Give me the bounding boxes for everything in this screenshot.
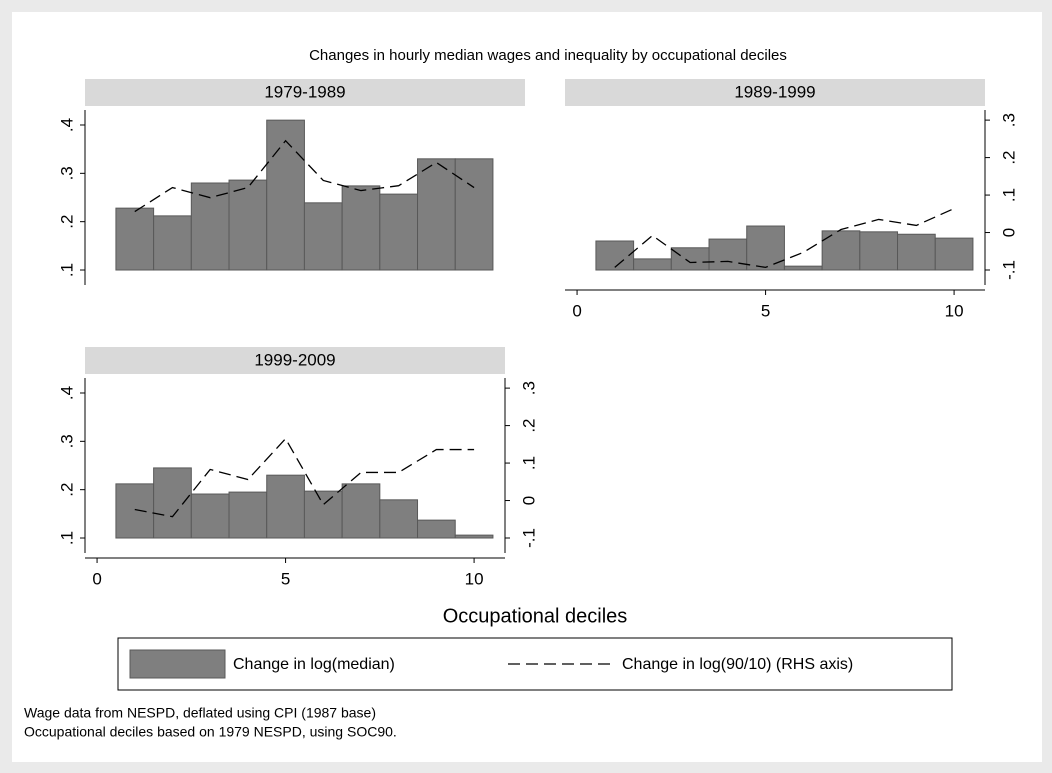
x-tick-label: 0 [572,301,581,320]
bar [190,493,230,539]
y-tick-label: .2 [57,483,76,497]
bar [153,215,192,271]
bar [595,240,635,271]
y2-tick-label: 0 [999,228,1018,237]
line [134,437,475,518]
bar [633,258,672,271]
x-tick-label: 10 [945,301,964,320]
x-axis-title: Occupational deciles [443,605,628,627]
panel-title: 1999-2009 [254,350,335,369]
bar [454,534,494,539]
bar [266,119,305,271]
bar [190,182,230,271]
panel-header [85,347,505,374]
note: Wage data from NESPD, deflated using CPI… [24,705,376,721]
y-tick-label: .4 [57,386,76,400]
panel-header [565,79,985,106]
line [614,207,955,269]
graph-region [12,12,1042,762]
bar [266,474,305,539]
legend-label: Change in log(90/10) (RHS axis) [622,656,853,673]
y-tick-label: .3 [57,434,76,448]
y-tick-label: .1 [57,531,76,545]
bar [821,230,861,271]
bar [417,519,456,539]
legend-swatch-bar [129,649,226,679]
y2-tick-label: .3 [999,113,1018,127]
x-tick-label: 0 [92,569,101,588]
y2-tick-label: -.1 [999,260,1018,280]
bar [670,247,710,271]
bar [454,158,494,271]
y-tick-label: .3 [57,166,76,180]
bar [341,185,381,271]
bar [228,179,268,271]
panel-title: 1979-1989 [264,82,345,101]
bar [153,467,192,539]
y2-tick-label: .1 [999,188,1018,202]
y2-tick-label: .2 [519,418,538,432]
bar [228,491,268,539]
y-tick-label: .1 [57,263,76,277]
bar [379,499,419,539]
y2-tick-label: .3 [519,381,538,395]
bar [379,193,419,271]
y-tick-label: .4 [57,118,76,132]
y2-tick-label: .2 [999,150,1018,164]
y2-tick-label: .1 [519,456,538,470]
y2-tick-label: -.1 [519,528,538,548]
bar [859,231,899,271]
panel-header [85,79,525,106]
bar [417,158,456,271]
bar [303,202,343,271]
legend [117,637,953,691]
note: Occupational deciles based on 1979 NESPD… [24,724,397,740]
bar [934,237,974,271]
y-tick-label: .2 [57,215,76,229]
x-tick-label: 5 [281,569,290,588]
bar [783,265,823,271]
bar [115,483,155,539]
bar [897,233,936,271]
x-tick-label: 10 [465,569,484,588]
bar [746,225,785,271]
panel-title: 1989-1999 [734,82,815,101]
y2-tick-label: 0 [519,496,538,505]
line [134,139,475,213]
bar [708,238,748,271]
bar [115,207,155,271]
bar [341,483,381,539]
chart-title: Changes in hourly median wages and inequ… [309,47,787,64]
bar [303,490,343,539]
legend-label: Change in log(median) [233,656,395,673]
x-tick-label: 5 [761,301,770,320]
